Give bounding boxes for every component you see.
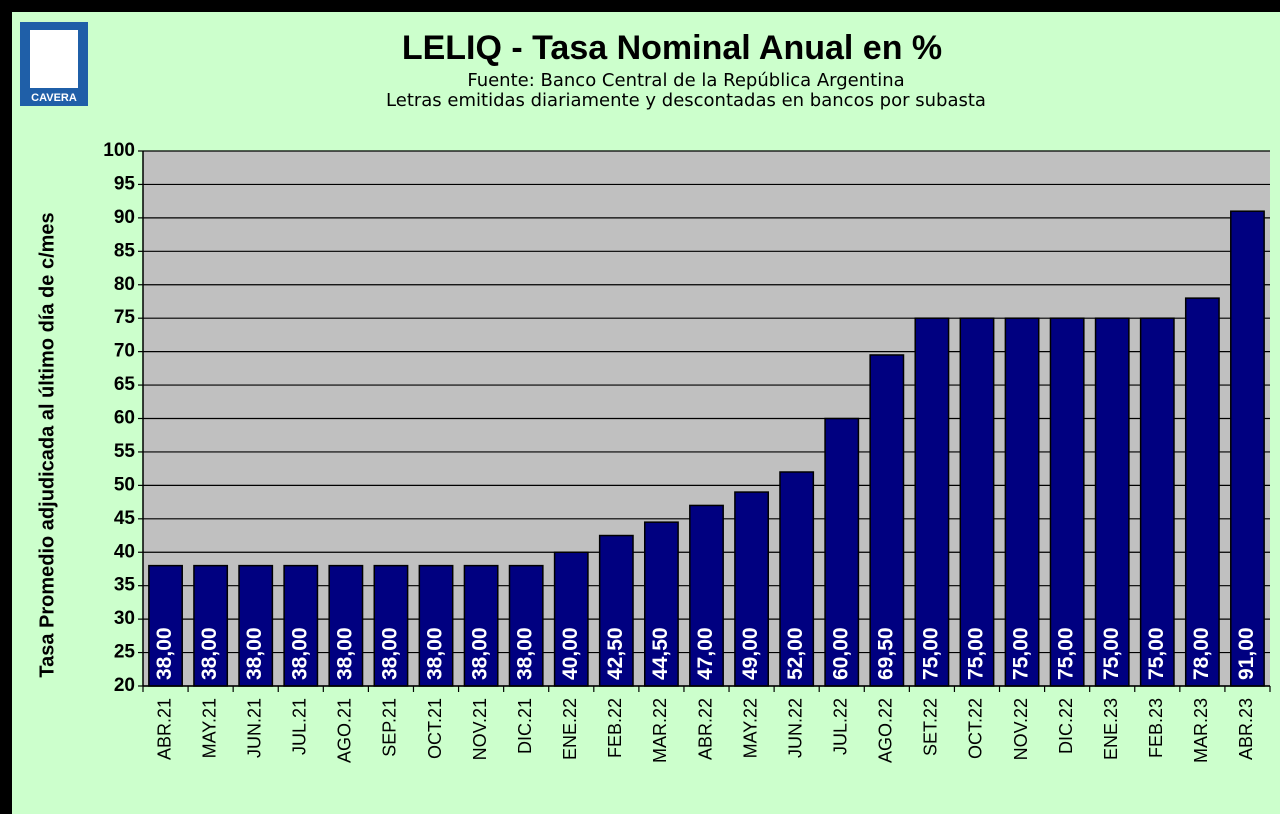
data-label: 38,00 — [333, 627, 356, 680]
data-label: 75,00 — [1145, 627, 1168, 680]
y-tick-label: 50 — [114, 474, 135, 495]
chart-title: LELIQ - Tasa Nominal Anual en % — [402, 29, 942, 67]
y-tick-label: 65 — [114, 374, 136, 395]
data-label: 38,00 — [469, 627, 492, 680]
logo-text: CAVERA — [31, 92, 77, 104]
y-tick-label: 90 — [114, 207, 135, 228]
x-tick-label: DIC.22 — [1056, 698, 1076, 754]
bar — [238, 564, 274, 687]
data-label: 38,00 — [153, 627, 176, 680]
x-tick-label: JUN.22 — [785, 698, 805, 758]
data-label: 75,00 — [1010, 627, 1033, 680]
y-tick-label: 100 — [103, 140, 135, 161]
x-tick-label: MAR.23 — [1191, 698, 1211, 763]
bar — [598, 534, 634, 687]
data-label: 38,00 — [243, 627, 266, 680]
x-tick-label: FEB.22 — [605, 698, 625, 758]
bar — [959, 317, 995, 687]
bar — [779, 471, 815, 687]
x-tick-label: SEP.21 — [380, 698, 400, 757]
bar — [148, 564, 183, 687]
data-label: 47,00 — [694, 627, 717, 680]
bar — [373, 564, 409, 687]
data-label: 75,00 — [1100, 627, 1123, 680]
y-tick-label: 30 — [114, 608, 135, 629]
data-label: 38,00 — [514, 627, 537, 680]
x-tick-label: NOV.22 — [1011, 698, 1031, 760]
x-tick-label: JUL.21 — [290, 698, 310, 755]
x-tick-label: OCT.21 — [425, 698, 445, 759]
y-tick-label: 80 — [114, 274, 135, 295]
bar — [283, 564, 319, 687]
data-label: 49,00 — [739, 627, 762, 680]
bar — [824, 417, 860, 687]
data-label: 75,00 — [1055, 627, 1078, 680]
data-label: 42,50 — [604, 627, 627, 680]
y-tick-label: 35 — [114, 575, 136, 596]
x-tick-label: OCT.22 — [966, 698, 986, 759]
data-label: 38,00 — [378, 627, 401, 680]
y-tick-label: 20 — [114, 675, 135, 696]
x-tick-label: AGO.21 — [335, 698, 355, 763]
bar — [553, 551, 589, 687]
bar — [418, 564, 454, 687]
x-tick-label: ABR.21 — [154, 698, 174, 760]
data-label: 75,00 — [919, 627, 942, 680]
y-tick-label: 60 — [114, 408, 135, 429]
y-axis-label: Tasa Promedio adjudicada al último día d… — [36, 212, 58, 677]
data-label: 75,00 — [965, 627, 988, 680]
x-tick-label: MAY.22 — [740, 698, 760, 758]
data-label: 52,00 — [784, 627, 807, 680]
data-label: 40,00 — [559, 627, 582, 680]
x-tick-label: MAY.21 — [199, 698, 219, 758]
y-tick-label: 55 — [114, 441, 136, 462]
x-tick-label: ENE.23 — [1101, 698, 1121, 760]
frame-top — [0, 0, 1280, 12]
bar — [643, 521, 679, 687]
bar — [1230, 210, 1265, 687]
subtitle: Letras emitidas diariamente y descontada… — [386, 90, 986, 111]
x-tick-label: JUL.22 — [830, 698, 850, 755]
data-label: 38,00 — [198, 627, 221, 680]
y-tick-label: 25 — [114, 642, 136, 663]
y-tick-label: 70 — [114, 341, 135, 362]
bar — [1004, 317, 1040, 687]
x-tick-label: ABR.22 — [695, 698, 715, 760]
frame-left — [0, 0, 12, 814]
subtitle: Fuente: Banco Central de la República Ar… — [467, 70, 904, 91]
x-tick-label: AGO.22 — [876, 698, 896, 763]
x-tick-label: JUN.21 — [244, 698, 264, 758]
x-tick-label: SET.22 — [921, 698, 941, 756]
logo-inner — [30, 30, 78, 88]
data-label: 44,50 — [649, 627, 672, 680]
data-label: 78,00 — [1190, 627, 1213, 680]
bar — [1139, 317, 1175, 687]
bar — [193, 564, 229, 687]
x-tick-label: ENE.22 — [560, 698, 580, 760]
x-tick-label: FEB.23 — [1146, 698, 1166, 758]
x-tick-label: ABR.23 — [1236, 698, 1256, 760]
x-tick-label: MAR.22 — [650, 698, 670, 763]
bar — [734, 491, 770, 687]
y-tick-label: 85 — [114, 240, 136, 261]
x-tick-label: DIC.21 — [515, 698, 535, 754]
data-label: 91,00 — [1235, 627, 1258, 680]
data-label: 60,00 — [829, 627, 852, 680]
bar — [1184, 297, 1220, 687]
y-tick-label: 75 — [114, 307, 136, 328]
y-tick-label: 45 — [114, 508, 136, 529]
data-label: 69,50 — [874, 627, 897, 680]
y-tick-label: 95 — [114, 173, 136, 194]
data-label: 38,00 — [288, 627, 311, 680]
x-tick-label: NOV.21 — [470, 698, 490, 760]
bar — [689, 504, 724, 687]
y-tick-label: 40 — [114, 541, 135, 562]
bar — [328, 564, 364, 687]
data-label: 38,00 — [424, 627, 447, 680]
